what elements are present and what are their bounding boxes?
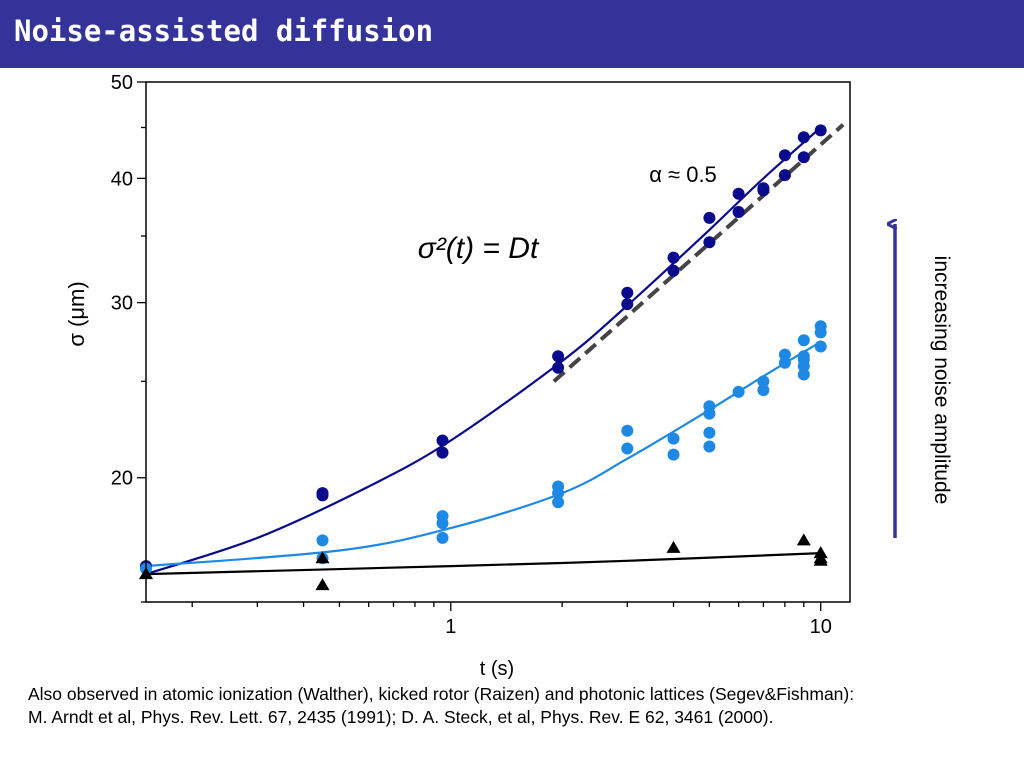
data-point <box>732 385 745 398</box>
data-point <box>552 487 565 500</box>
data-point <box>814 320 827 333</box>
data-point <box>703 211 716 224</box>
data-point <box>797 131 810 144</box>
data-point <box>316 489 329 502</box>
data-point <box>552 496 565 509</box>
data-point <box>797 334 810 347</box>
slide-title: Noise-assisted diffusion <box>14 14 434 48</box>
x-tick-label: 10 <box>810 616 832 638</box>
data-point <box>436 517 449 530</box>
title-bar: Noise-assisted diffusion <box>0 0 1024 68</box>
fit-lines <box>145 126 822 576</box>
data-point <box>315 578 330 591</box>
x-axis-label: t (s) <box>480 658 514 680</box>
reference-slope-line <box>552 123 845 383</box>
data-point <box>732 206 745 218</box>
data-point <box>814 124 827 137</box>
data-point <box>436 434 449 447</box>
data-point <box>757 184 770 197</box>
data-point <box>436 531 449 544</box>
data-point <box>813 553 828 566</box>
data-point <box>436 446 449 459</box>
data-point <box>797 151 810 164</box>
data-point <box>667 432 680 445</box>
data-point <box>552 361 565 374</box>
footer-line-2: M. Arndt et al, Phys. Rev. Lett. 67, 243… <box>28 707 774 727</box>
fit-line-0 <box>145 126 822 576</box>
data-point <box>703 407 716 420</box>
data-point <box>621 442 634 455</box>
data-point <box>703 440 716 453</box>
equation-label: σ²(t) = Dt <box>418 232 540 265</box>
data-point <box>621 286 634 299</box>
y-axis-label: σ (μm) <box>64 281 89 346</box>
alpha-label: α ≈ 0.5 <box>649 162 717 187</box>
data-point <box>814 340 827 353</box>
noise-arrow-label: increasing noise amplitude <box>930 256 953 505</box>
data-point <box>778 356 791 369</box>
data-point <box>666 540 681 553</box>
x-tick-label: 1 <box>445 616 456 638</box>
data-point <box>778 169 791 182</box>
reference-footer: Also observed in atomic ionization (Walt… <box>28 683 1018 729</box>
y-tick-label: 20 <box>111 468 133 490</box>
data-point <box>667 448 680 461</box>
data-point <box>796 533 811 546</box>
fit-line-2 <box>145 552 821 576</box>
data-point <box>621 298 634 311</box>
axis-ticks: 1 10 20 30 40 50 <box>111 72 832 638</box>
data-point <box>316 534 329 547</box>
data-point <box>667 251 680 264</box>
data-point <box>797 368 810 381</box>
y-tick-label: 40 <box>111 168 133 190</box>
data-point <box>778 149 791 162</box>
data-point <box>621 424 634 437</box>
footer-line-1: Also observed in atomic ionization (Walt… <box>28 684 855 704</box>
data-point <box>703 426 716 439</box>
data-point <box>797 350 810 363</box>
data-point <box>732 187 745 200</box>
data-point <box>778 348 791 361</box>
fit-line-1 <box>145 340 822 568</box>
diffusion-chart: 1 10 20 30 40 50 t (s) σ (μm) σ²(t) = Dt α ≈ … <box>64 72 953 680</box>
reference-line <box>552 123 845 383</box>
data-point <box>667 264 680 277</box>
y-tick-label: 30 <box>111 293 133 315</box>
data-point <box>757 384 770 397</box>
data-point <box>315 551 330 564</box>
y-tick-label: 50 <box>111 72 133 94</box>
plot-frame <box>145 81 851 603</box>
data-point <box>703 236 716 249</box>
data-point <box>552 350 565 363</box>
data-point <box>757 375 770 388</box>
